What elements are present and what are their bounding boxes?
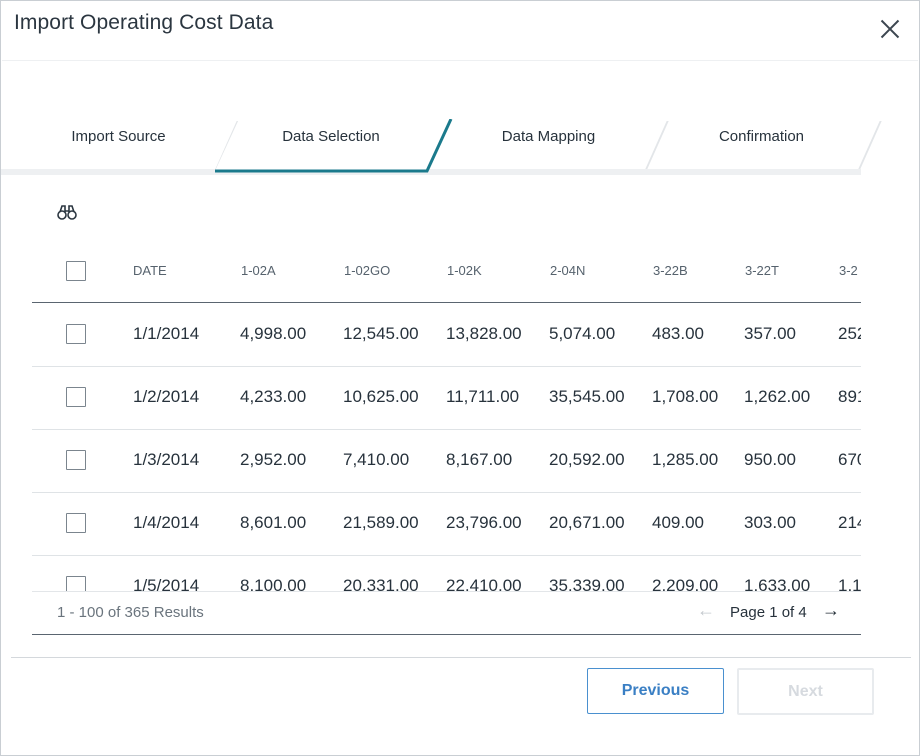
table-cell: 2,952.00 bbox=[240, 450, 307, 469]
pager: 1 - 100 of 365 Results ← Page 1 of 4 → bbox=[32, 591, 861, 635]
table-cell: 1/3/2014 bbox=[133, 450, 200, 469]
close-icon[interactable] bbox=[877, 17, 903, 43]
next-button[interactable]: Next bbox=[737, 668, 874, 715]
table-cell: 483.00 bbox=[652, 324, 704, 343]
column-header[interactable]: 1-02A bbox=[241, 263, 276, 278]
column-header[interactable]: 3-2 bbox=[839, 263, 858, 278]
table-cell: 8,100.00 bbox=[240, 576, 307, 591]
active-step-indicator bbox=[215, 119, 453, 173]
table-cell: 950.00 bbox=[744, 450, 796, 469]
table-cell: 8,601.00 bbox=[240, 513, 307, 532]
table-cell: 5,074.00 bbox=[549, 324, 616, 343]
table-cell: 1/2/2014 bbox=[133, 387, 200, 406]
table-cell: 4,998.00 bbox=[240, 324, 307, 343]
row-checkbox[interactable] bbox=[66, 324, 86, 344]
step-confirmation[interactable]: Confirmation bbox=[718, 128, 805, 145]
table-cell: 303.00 bbox=[744, 513, 796, 532]
table-cell: 1,1 bbox=[838, 576, 861, 591]
table-cell: 409.00 bbox=[652, 513, 704, 532]
column-header[interactable]: 3-22T bbox=[745, 263, 779, 278]
table-cell: 7,410.00 bbox=[343, 450, 410, 469]
table-cell: 21,589.00 bbox=[343, 513, 419, 532]
step-data-mapping[interactable]: Data Mapping bbox=[501, 128, 596, 145]
results-count: 1 - 100 of 365 Results bbox=[57, 604, 204, 621]
row-checkbox[interactable] bbox=[66, 513, 86, 533]
table-cell: 10,625.00 bbox=[343, 387, 419, 406]
table-cell: 252 bbox=[838, 324, 861, 343]
table-cell: 13,828.00 bbox=[446, 324, 522, 343]
column-header[interactable]: DATE bbox=[133, 263, 167, 278]
table-cell: 214 bbox=[838, 513, 861, 532]
column-header[interactable]: 3-22B bbox=[653, 263, 688, 278]
grid-header: DATE 1-02A 1-02GO 1-02K 2-04N 3-22B 3-22… bbox=[32, 245, 861, 303]
page-indicator: Page 1 of 4 bbox=[730, 604, 807, 621]
table-cell: 8,167.00 bbox=[446, 450, 513, 469]
table-row[interactable]: 1/4/2014 8,601.00 21,589.00 23,796.00 20… bbox=[32, 493, 861, 556]
table-row[interactable]: 1/3/2014 2,952.00 7,410.00 8,167.00 20,5… bbox=[32, 430, 861, 493]
arrow-left-icon[interactable]: ← bbox=[697, 600, 715, 620]
previous-button[interactable]: Previous bbox=[587, 668, 724, 714]
table-cell: 1,633.00 bbox=[744, 576, 811, 591]
column-header[interactable]: 2-04N bbox=[550, 263, 586, 278]
table-cell: 20,592.00 bbox=[549, 450, 625, 469]
step-divider bbox=[858, 121, 882, 169]
table-cell: 1/4/2014 bbox=[133, 513, 200, 532]
table-cell: 23,796.00 bbox=[446, 513, 522, 532]
binoculars-icon[interactable] bbox=[57, 205, 77, 221]
table-cell: 20,331.00 bbox=[343, 576, 419, 591]
arrow-right-icon[interactable]: → bbox=[822, 600, 840, 620]
row-checkbox[interactable] bbox=[66, 576, 86, 591]
table-cell: 4,233.00 bbox=[240, 387, 307, 406]
data-grid: DATE 1-02A 1-02GO 1-02K 2-04N 3-22B 3-22… bbox=[32, 245, 861, 591]
table-row[interactable]: 1/1/2014 4,998.00 12,545.00 13,828.00 5,… bbox=[32, 304, 861, 367]
table-cell: 1,708.00 bbox=[652, 387, 719, 406]
column-header[interactable]: 1-02GO bbox=[344, 263, 391, 278]
stepper-rail bbox=[1, 169, 861, 175]
title-divider bbox=[2, 60, 918, 61]
table-cell: 12,545.00 bbox=[343, 324, 419, 343]
footer-divider bbox=[11, 657, 911, 658]
row-checkbox[interactable] bbox=[66, 450, 86, 470]
step-data-selection[interactable]: Data Selection bbox=[282, 128, 380, 145]
table-cell: 22,410.00 bbox=[446, 576, 522, 591]
table-cell: 11,711.00 bbox=[446, 387, 520, 406]
table-cell: 2,209.00 bbox=[652, 576, 719, 591]
table-cell: 1/1/2014 bbox=[133, 324, 200, 343]
table-cell: 1,285.00 bbox=[652, 450, 719, 469]
row-checkbox[interactable] bbox=[66, 387, 86, 407]
table-cell: 357.00 bbox=[744, 324, 796, 343]
table-cell: 20,671.00 bbox=[549, 513, 625, 532]
table-row[interactable]: 1/2/2014 4,233.00 10,625.00 11,711.00 35… bbox=[32, 367, 861, 430]
column-header[interactable]: 1-02K bbox=[447, 263, 482, 278]
table-cell: 35,545.00 bbox=[549, 387, 625, 406]
step-import-source[interactable]: Import Source bbox=[71, 128, 166, 145]
table-cell: 1/5/2014 bbox=[133, 576, 200, 591]
dialog-title: Import Operating Cost Data bbox=[14, 11, 274, 34]
table-cell: 670 bbox=[838, 450, 861, 469]
wizard-stepper: Import Source Data Selection Data Mappin… bbox=[1, 119, 901, 175]
table-cell: 1,262.00 bbox=[744, 387, 811, 406]
table-row[interactable]: 1/5/2014 8,100.00 20,331.00 22,410.00 35… bbox=[32, 556, 861, 591]
table-cell: 891 bbox=[838, 387, 861, 406]
select-all-checkbox[interactable] bbox=[66, 261, 86, 281]
table-cell: 35,339.00 bbox=[549, 576, 625, 591]
